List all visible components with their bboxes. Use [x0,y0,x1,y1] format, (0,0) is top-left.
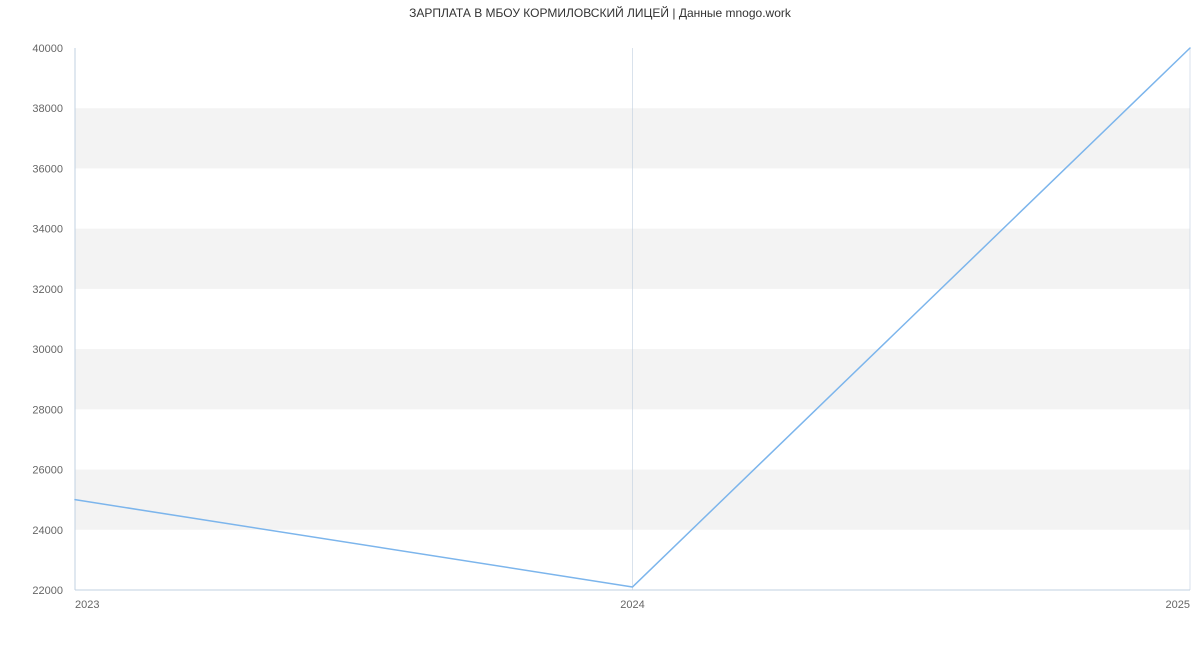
y-tick-label: 38000 [32,103,63,115]
y-tick-label: 22000 [32,585,63,597]
chart-title: ЗАРПЛАТА В МБОУ КОРМИЛОВСКИЙ ЛИЦЕЙ | Дан… [0,6,1200,20]
y-tick-label: 34000 [32,224,63,236]
salary-line-chart: ЗАРПЛАТА В МБОУ КОРМИЛОВСКИЙ ЛИЦЕЙ | Дан… [0,0,1200,650]
y-tick-label: 30000 [32,344,63,356]
y-tick-label: 26000 [32,465,63,477]
x-tick-label: 2024 [620,599,644,611]
y-tick-label: 36000 [32,163,63,175]
y-tick-label: 40000 [32,43,63,55]
x-tick-label: 2023 [75,599,99,611]
y-tick-label: 24000 [32,525,63,537]
y-tick-label: 28000 [32,404,63,416]
chart-svg: 22000 24000 26000 28000 30000 32000 34000 36000… [0,0,1200,650]
y-tick-label: 32000 [32,284,63,296]
x-tick-label: 2025 [1166,599,1190,611]
